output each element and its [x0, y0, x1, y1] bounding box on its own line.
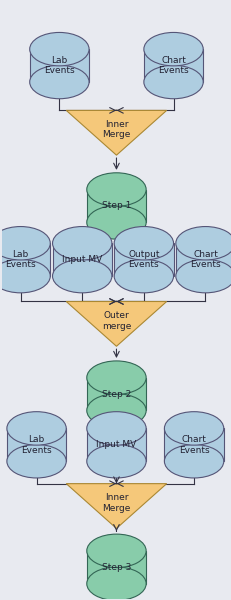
Text: Chart
Events: Chart Events — [158, 56, 188, 75]
Ellipse shape — [86, 412, 146, 445]
Text: Inner
Merge: Inner Merge — [102, 120, 130, 139]
Ellipse shape — [175, 259, 231, 293]
Ellipse shape — [86, 361, 146, 394]
Ellipse shape — [7, 445, 66, 478]
Text: Step 1: Step 1 — [101, 202, 131, 211]
Bar — [164, 428, 223, 461]
Text: Lab
Events: Lab Events — [44, 56, 74, 75]
Ellipse shape — [52, 259, 111, 293]
Ellipse shape — [7, 412, 66, 445]
Bar — [0, 243, 50, 276]
Ellipse shape — [30, 65, 89, 99]
Text: Step 3: Step 3 — [101, 563, 131, 572]
Text: Chart
Events: Chart Events — [178, 435, 209, 455]
Ellipse shape — [164, 445, 223, 478]
Bar — [86, 377, 146, 410]
Bar — [7, 428, 66, 461]
Ellipse shape — [164, 412, 223, 445]
Bar — [86, 190, 146, 223]
Text: Lab
Events: Lab Events — [5, 250, 36, 269]
Bar — [86, 551, 146, 584]
Bar — [143, 49, 202, 82]
Text: Input MV: Input MV — [62, 255, 102, 264]
Bar — [86, 428, 146, 461]
Text: Output
Events: Output Events — [128, 250, 159, 269]
Ellipse shape — [86, 206, 146, 239]
Ellipse shape — [143, 65, 202, 99]
Ellipse shape — [114, 227, 173, 260]
Bar — [30, 49, 89, 82]
Polygon shape — [66, 484, 166, 529]
Ellipse shape — [30, 32, 89, 66]
Ellipse shape — [86, 173, 146, 206]
Ellipse shape — [175, 227, 231, 260]
Text: Step 2: Step 2 — [101, 389, 131, 398]
Ellipse shape — [86, 394, 146, 427]
Ellipse shape — [0, 227, 50, 260]
Bar — [175, 243, 231, 276]
Ellipse shape — [86, 534, 146, 568]
Ellipse shape — [86, 567, 146, 600]
Text: Lab
Events: Lab Events — [21, 435, 52, 455]
Text: Inner
Merge: Inner Merge — [102, 493, 130, 513]
Ellipse shape — [52, 227, 111, 260]
Ellipse shape — [86, 445, 146, 478]
Text: Chart
Events: Chart Events — [189, 250, 220, 269]
Text: Outer
merge: Outer merge — [101, 311, 131, 331]
Ellipse shape — [0, 259, 50, 293]
Bar — [114, 243, 173, 276]
Ellipse shape — [143, 32, 202, 66]
Polygon shape — [66, 110, 166, 155]
Polygon shape — [66, 301, 166, 346]
Text: Input MV: Input MV — [96, 440, 136, 449]
Ellipse shape — [114, 259, 173, 293]
Bar — [52, 243, 111, 276]
